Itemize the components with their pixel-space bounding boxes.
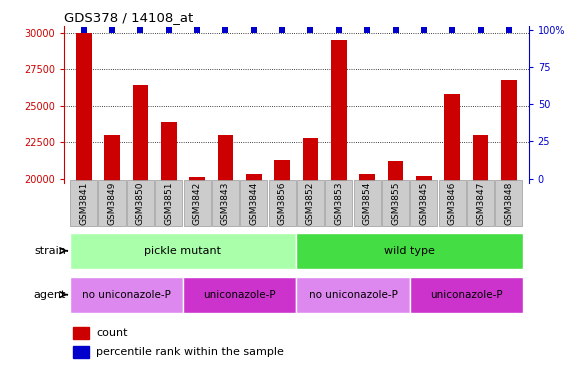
Text: uniconazole-P: uniconazole-P [430, 290, 503, 300]
Text: GSM3845: GSM3845 [419, 182, 428, 225]
FancyBboxPatch shape [296, 233, 523, 269]
Bar [73, 346, 89, 358]
FancyBboxPatch shape [297, 180, 324, 227]
Text: GSM3854: GSM3854 [363, 182, 372, 225]
Text: GSM3846: GSM3846 [448, 182, 457, 225]
Text: uniconazole-P: uniconazole-P [203, 290, 276, 300]
Bar [331, 40, 347, 366]
Bar [444, 94, 460, 366]
FancyBboxPatch shape [99, 180, 125, 227]
FancyBboxPatch shape [410, 277, 523, 313]
Text: count: count [96, 328, 128, 338]
Bar [73, 327, 89, 339]
Text: GSM3856: GSM3856 [278, 182, 286, 225]
FancyBboxPatch shape [127, 180, 154, 227]
Text: wild type: wild type [384, 246, 435, 256]
FancyBboxPatch shape [268, 180, 296, 227]
Bar [501, 79, 517, 366]
FancyBboxPatch shape [296, 277, 410, 313]
Bar [274, 160, 290, 366]
Bar [416, 176, 432, 366]
Bar [161, 122, 177, 366]
Text: agent: agent [34, 290, 66, 300]
Text: GSM3843: GSM3843 [221, 182, 230, 225]
FancyBboxPatch shape [240, 180, 267, 227]
Text: GSM3841: GSM3841 [79, 182, 88, 225]
Text: pickle mutant: pickle mutant [145, 246, 221, 256]
FancyBboxPatch shape [155, 180, 182, 227]
Text: GSM3850: GSM3850 [136, 182, 145, 225]
Text: no uniconazole-P: no uniconazole-P [309, 290, 397, 300]
Text: GSM3852: GSM3852 [306, 182, 315, 225]
FancyBboxPatch shape [439, 180, 466, 227]
FancyBboxPatch shape [70, 180, 98, 227]
Text: GDS378 / 14108_at: GDS378 / 14108_at [64, 11, 193, 25]
Text: GSM3847: GSM3847 [476, 182, 485, 225]
Text: GSM3853: GSM3853 [334, 182, 343, 225]
Text: GSM3848: GSM3848 [504, 182, 514, 225]
FancyBboxPatch shape [382, 180, 409, 227]
FancyBboxPatch shape [467, 180, 494, 227]
Text: strain: strain [34, 246, 66, 256]
Bar [473, 135, 488, 366]
Bar [132, 85, 148, 366]
Bar [360, 174, 375, 366]
Bar [189, 177, 205, 366]
FancyBboxPatch shape [212, 180, 239, 227]
Text: GSM3849: GSM3849 [107, 182, 117, 225]
Bar [303, 138, 318, 366]
Text: no uniconazole-P: no uniconazole-P [82, 290, 171, 300]
Bar [218, 135, 233, 366]
Bar [105, 135, 120, 366]
Text: GSM3855: GSM3855 [391, 182, 400, 225]
Text: GSM3851: GSM3851 [164, 182, 173, 225]
Text: percentile rank within the sample: percentile rank within the sample [96, 347, 284, 357]
Bar [388, 161, 403, 366]
Bar [76, 33, 92, 366]
FancyBboxPatch shape [410, 180, 437, 227]
FancyBboxPatch shape [70, 233, 296, 269]
Text: GSM3844: GSM3844 [249, 182, 259, 225]
FancyBboxPatch shape [325, 180, 353, 227]
FancyBboxPatch shape [354, 180, 381, 227]
FancyBboxPatch shape [70, 277, 183, 313]
FancyBboxPatch shape [184, 180, 211, 227]
Bar [246, 174, 261, 366]
Text: GSM3842: GSM3842 [193, 182, 202, 225]
FancyBboxPatch shape [183, 277, 296, 313]
FancyBboxPatch shape [495, 180, 522, 227]
